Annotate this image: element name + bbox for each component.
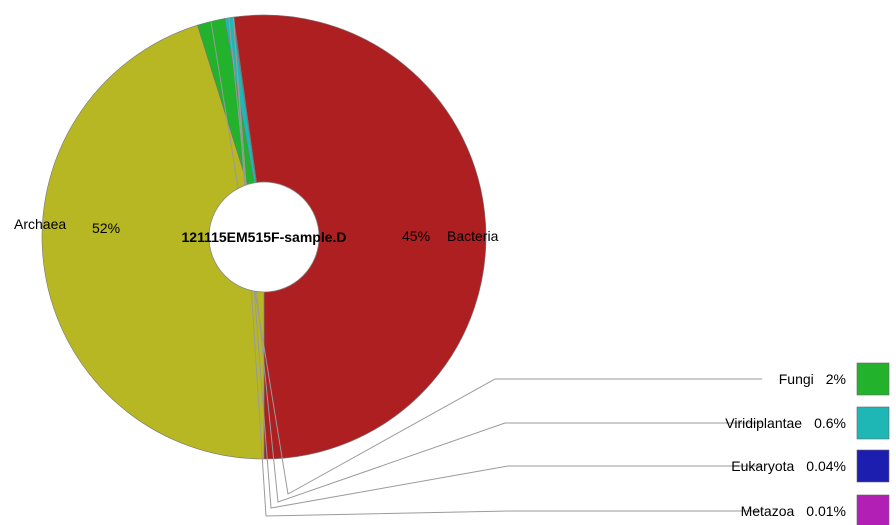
legend-swatch-metazoa bbox=[856, 494, 890, 525]
legend-swatch-fungi bbox=[856, 362, 890, 396]
legend: 2% Fungi 0.6% Viridiplantae 0.04% Eukaryota 0.… bbox=[725, 362, 890, 525]
legend-name-metazoa: Metazoa bbox=[741, 503, 795, 519]
slice-label-archaea-name: Archaea bbox=[14, 216, 66, 232]
legend-swatch-viridiplantae bbox=[856, 406, 890, 440]
slice-label-archaea-value: 52% bbox=[92, 220, 120, 236]
legend-name-viridiplantae: Viridiplantae bbox=[725, 415, 802, 431]
legend-name-fungi: Fungi bbox=[779, 371, 814, 387]
legend-name-eukaryota: Eukaryota bbox=[731, 458, 794, 474]
legend-value-metazoa: 0.01% bbox=[806, 503, 846, 519]
slice-label-bacteria-name: Bacteria bbox=[447, 228, 499, 244]
legend-value-fungi: 2% bbox=[826, 371, 846, 387]
center-label: 121115EM515F-sample.D bbox=[182, 229, 347, 245]
slices-group bbox=[41, 14, 487, 460]
legend-value-eukaryota: 0.04% bbox=[806, 458, 846, 474]
pie-slice-archaea bbox=[233, 14, 487, 460]
legend-swatch-eukaryota bbox=[856, 449, 890, 483]
slice-label-bacteria-value: 45% bbox=[402, 228, 430, 244]
legend-value-viridiplantae: 0.6% bbox=[814, 415, 846, 431]
pie-slice-bacteria bbox=[41, 24, 265, 460]
donut-hole bbox=[208, 181, 320, 293]
